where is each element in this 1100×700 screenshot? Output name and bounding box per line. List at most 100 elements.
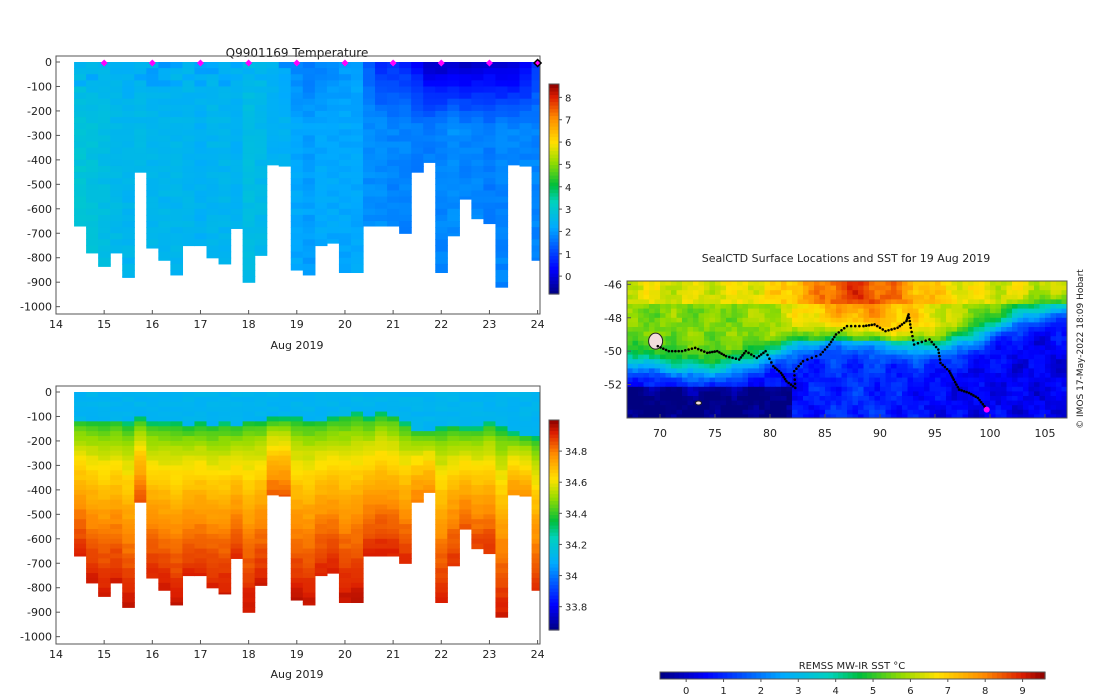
salinity-cell — [194, 519, 208, 525]
sst-cell — [990, 327, 996, 333]
temperature-cell — [158, 221, 171, 228]
salinity-cell — [74, 396, 87, 403]
salinity-cell — [182, 489, 196, 496]
sst-cell — [990, 336, 996, 342]
sst-cell — [962, 336, 969, 342]
salinity-cell — [206, 499, 220, 506]
salinity-cell — [447, 499, 460, 506]
salinity-axes-frame — [55, 385, 541, 645]
salinity-cell — [531, 470, 540, 476]
temperature-cell — [531, 221, 540, 228]
salinity-cell — [411, 475, 424, 481]
sst-cell — [907, 391, 914, 397]
sst-cell — [638, 340, 644, 346]
temperature-cell — [86, 147, 99, 155]
sst-cell — [847, 299, 853, 305]
temperature-cell — [146, 233, 159, 240]
temperature-cell — [218, 74, 232, 81]
sst-cell — [902, 294, 908, 300]
sst-cell — [874, 299, 881, 305]
temperature-cell — [218, 68, 232, 75]
sst-cell — [819, 382, 826, 388]
sst-cell — [1061, 350, 1067, 356]
sst-cell — [814, 327, 820, 333]
temperature-y-axis: 0-100-200-300-400-500-600-700-800-900-10… — [20, 56, 60, 314]
sst-cell — [940, 313, 947, 319]
temperature-cell — [399, 104, 412, 112]
sst-cell — [962, 354, 969, 360]
salinity-cell — [471, 436, 485, 442]
temperature-cell — [110, 190, 123, 198]
temperature-cell — [363, 153, 376, 161]
salinity-cell — [519, 421, 533, 427]
sst-cell — [995, 354, 1002, 360]
salinity-cell — [350, 519, 364, 525]
sst-cell — [808, 299, 815, 305]
temperature-cell — [387, 80, 400, 88]
salinity-cell — [399, 548, 412, 555]
temperature-cell — [302, 202, 316, 210]
colorbar-segment — [549, 437, 559, 442]
sst-cell — [852, 373, 859, 379]
sst-cell — [984, 331, 991, 337]
temperature-cell — [170, 239, 184, 247]
sst-cell — [968, 368, 974, 374]
salinity-cell — [483, 406, 497, 413]
sst-cell — [896, 377, 903, 383]
temperature-cell — [314, 98, 328, 106]
salinity-cell — [110, 499, 123, 506]
sst-cell — [792, 327, 798, 333]
salinity-cell — [254, 533, 268, 540]
sst-cell — [792, 308, 798, 314]
sst-cell — [665, 290, 672, 296]
sst-cell — [957, 294, 963, 300]
sst-map-panel: SealCTD Surface Locations and SST for 19… — [604, 252, 1086, 697]
salinity-cell — [158, 529, 171, 535]
temperature-cell — [242, 129, 256, 136]
sst-cell — [896, 313, 903, 319]
sst-cell — [874, 345, 881, 351]
sst-cell — [852, 304, 859, 310]
salinity-cell — [459, 480, 472, 486]
sst-cell — [830, 391, 837, 397]
temperature-cell — [278, 80, 292, 88]
salinity-cell — [290, 509, 304, 515]
salinity-cell — [278, 494, 292, 497]
salinity-cell — [194, 406, 208, 413]
salinity-cell — [206, 548, 220, 555]
temperature-cell — [170, 74, 184, 81]
colorbar-segment — [549, 553, 559, 558]
sst-cell — [797, 386, 804, 392]
salinity-cell — [278, 480, 292, 486]
temperature-cell — [338, 123, 352, 130]
salinity-cell — [531, 582, 540, 589]
sst-cell — [676, 290, 683, 296]
salinity-cell — [206, 406, 220, 413]
salinity-cell — [98, 538, 111, 545]
sst-cell — [627, 405, 633, 411]
temperature-cell — [326, 92, 340, 100]
sst-cell — [764, 340, 771, 346]
sst-cell — [913, 386, 919, 392]
salinity-cell — [302, 519, 316, 525]
temperature-cell — [206, 98, 220, 106]
salinity-cell — [110, 406, 123, 413]
salinity-cell — [447, 475, 460, 481]
temperature-cell — [399, 153, 412, 161]
temperature-cell — [206, 227, 220, 234]
sst-cell — [671, 327, 677, 333]
temperature-cell — [74, 221, 87, 227]
salinity-cell — [375, 480, 388, 486]
temperature-cell — [254, 110, 268, 118]
sst-cell — [781, 304, 787, 310]
salinity-cell — [326, 494, 340, 501]
salinity-cell — [519, 411, 533, 418]
sst-cell — [836, 396, 842, 402]
temperature-cell — [158, 214, 171, 222]
sst-cell — [781, 368, 787, 374]
sst-cell — [990, 382, 996, 388]
sst-cell — [918, 285, 925, 291]
temperature-cell — [423, 62, 436, 69]
temperature-cell — [230, 202, 244, 210]
sst-cell — [836, 391, 842, 397]
